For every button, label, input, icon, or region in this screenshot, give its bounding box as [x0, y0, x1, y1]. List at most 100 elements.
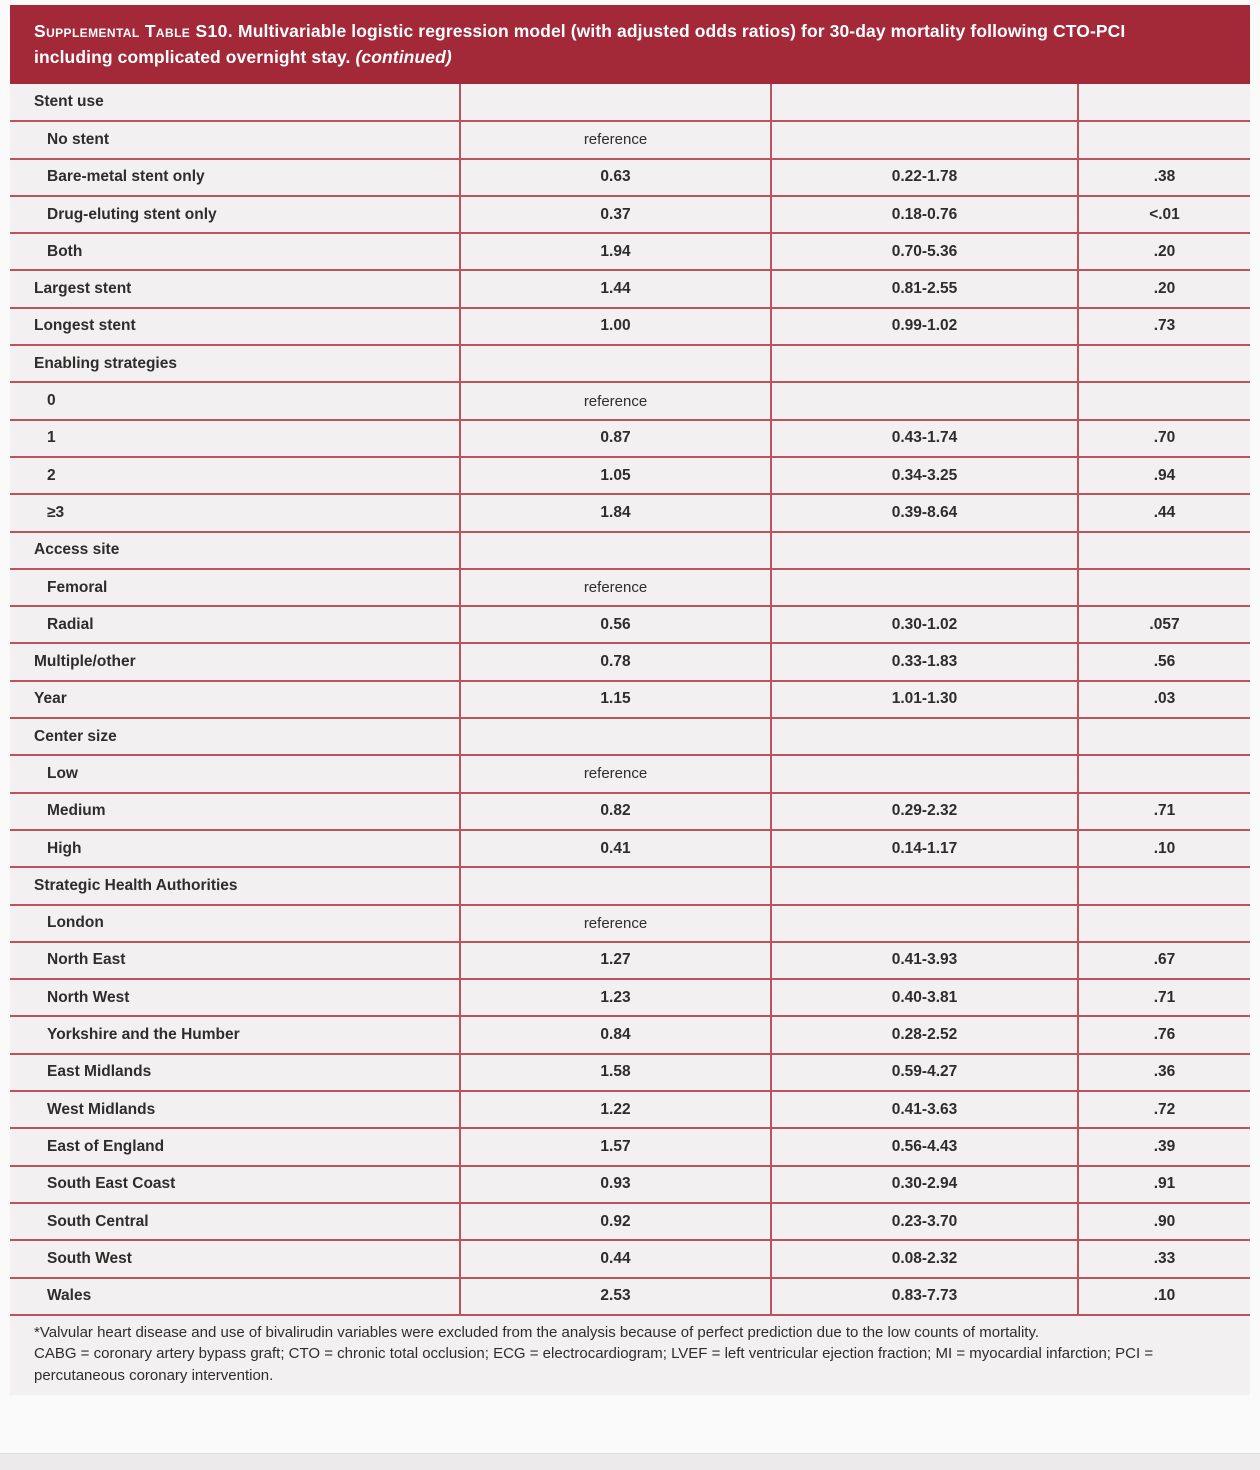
odds-ratio-cell: reference	[459, 904, 771, 943]
row-label-cell: Medium	[10, 792, 460, 831]
table-row: South West 0.44 0.08-2.32 .33	[10, 1240, 1250, 1279]
p-value-cell: .10	[1077, 1277, 1250, 1316]
odds-ratio-cell	[459, 84, 771, 123]
p-value-cell	[1077, 531, 1250, 570]
odds-ratio-cell	[459, 718, 771, 757]
row-label-cell: South Central	[10, 1202, 460, 1242]
odds-ratio-cell	[459, 345, 771, 384]
table-title-banner: Supplemental Table S10. Multivariable lo…	[10, 5, 1250, 84]
odds-ratio-cell: reference	[459, 382, 771, 421]
row-label-cell: East Midlands	[10, 1053, 460, 1093]
p-value-cell: .20	[1077, 270, 1250, 309]
row-label-cell: Enabling strategies	[10, 345, 460, 384]
table-row: Yorkshire and the Humber 0.84 0.28-2.52 …	[10, 1016, 1250, 1055]
odds-ratio-cell: reference	[459, 755, 771, 794]
table-row: No stent reference	[10, 121, 1250, 160]
confidence-interval-cell: 0.29-2.32	[770, 792, 1078, 831]
odds-ratio-cell: 1.44	[459, 270, 771, 309]
table-title-text: Multivariable logistic regression model …	[238, 21, 1126, 41]
regression-table: Stent use No stent reference Bare-metal …	[10, 84, 1250, 1316]
row-label-cell: Bare-metal stent only	[10, 158, 460, 197]
odds-ratio-cell: 0.84	[459, 1016, 771, 1055]
odds-ratio-cell: 1.22	[459, 1091, 771, 1130]
confidence-interval-cell: 0.14-1.17	[770, 829, 1078, 869]
p-value-cell	[1077, 568, 1250, 608]
table-row: London reference	[10, 904, 1250, 943]
confidence-interval-cell	[770, 904, 1078, 943]
odds-ratio-cell: 1.84	[459, 494, 771, 533]
table-row: East Midlands 1.58 0.59-4.27 .36	[10, 1053, 1250, 1093]
odds-ratio-cell: 1.27	[459, 941, 771, 981]
row-label-cell: Stent use	[10, 84, 460, 123]
p-value-cell: .44	[1077, 494, 1250, 533]
confidence-interval-cell: 0.70-5.36	[770, 233, 1078, 272]
confidence-interval-cell: 0.39-8.64	[770, 494, 1078, 533]
odds-ratio-cell: 1.15	[459, 680, 771, 720]
table-row: Medium 0.82 0.29-2.32 .71	[10, 792, 1250, 831]
odds-ratio-cell: 1.05	[459, 456, 771, 496]
row-label-cell: East of England	[10, 1128, 460, 1167]
table-row: Stent use	[10, 84, 1250, 123]
row-label-cell: London	[10, 904, 460, 943]
row-label-cell: Both	[10, 233, 460, 272]
odds-ratio-cell: 0.37	[459, 195, 771, 235]
row-label-cell: 2	[10, 456, 460, 496]
p-value-cell	[1077, 718, 1250, 757]
table-row: Radial 0.56 0.30-1.02 .057	[10, 606, 1250, 645]
row-label-cell: North West	[10, 979, 460, 1018]
odds-ratio-cell: 1.57	[459, 1128, 771, 1167]
odds-ratio-cell: 1.00	[459, 307, 771, 347]
odds-ratio-cell: 0.78	[459, 643, 771, 682]
p-value-cell: .36	[1077, 1053, 1250, 1093]
row-label-cell: Multiple/other	[10, 643, 460, 682]
continued-label: (continued)	[355, 47, 452, 67]
table-row: Bare-metal stent only 0.63 0.22-1.78 .38	[10, 158, 1250, 197]
confidence-interval-cell: 0.99-1.02	[770, 307, 1078, 347]
p-value-cell: .56	[1077, 643, 1250, 682]
confidence-interval-cell: 0.41-3.93	[770, 941, 1078, 981]
table-row: ≥3 1.84 0.39-8.64 .44	[10, 494, 1250, 533]
confidence-interval-cell: 0.56-4.43	[770, 1128, 1078, 1167]
table-row: North East 1.27 0.41-3.93 .67	[10, 941, 1250, 981]
row-label-cell: Low	[10, 755, 460, 794]
odds-ratio-cell	[459, 867, 771, 906]
confidence-interval-cell: 0.30-1.02	[770, 606, 1078, 645]
odds-ratio-cell: 0.82	[459, 792, 771, 831]
p-value-cell: .70	[1077, 419, 1250, 458]
table-row: South Central 0.92 0.23-3.70 .90	[10, 1202, 1250, 1242]
confidence-interval-cell: 0.28-2.52	[770, 1016, 1078, 1055]
p-value-cell: .76	[1077, 1016, 1250, 1055]
footnote-abbreviations: CABG = coronary artery bypass graft; CTO…	[34, 1345, 1154, 1384]
p-value-cell: .38	[1077, 158, 1250, 197]
confidence-interval-cell: 0.08-2.32	[770, 1240, 1078, 1279]
p-value-cell: .67	[1077, 941, 1250, 981]
row-label-cell: Femoral	[10, 568, 460, 608]
odds-ratio-cell: 0.44	[459, 1240, 771, 1279]
confidence-interval-cell: 1.01-1.30	[770, 680, 1078, 720]
table-row: Access site	[10, 531, 1250, 570]
odds-ratio-cell: 1.58	[459, 1053, 771, 1093]
row-label-cell: ≥3	[10, 494, 460, 533]
p-value-cell: .71	[1077, 979, 1250, 1018]
table-title-text-2: including complicated overnight stay.	[34, 47, 351, 67]
table-footnote: *Valvular heart disease and use of bival…	[10, 1315, 1250, 1396]
confidence-interval-cell: 0.22-1.78	[770, 158, 1078, 197]
row-label-cell: High	[10, 829, 460, 869]
p-value-cell	[1077, 755, 1250, 794]
confidence-interval-cell	[770, 531, 1078, 570]
p-value-cell: .33	[1077, 1240, 1250, 1279]
table-row: East of England 1.57 0.56-4.43 .39	[10, 1128, 1250, 1167]
table-row: Wales 2.53 0.83-7.73 .10	[10, 1277, 1250, 1316]
p-value-cell	[1077, 867, 1250, 906]
odds-ratio-cell: 0.63	[459, 158, 771, 197]
table-row: 1 0.87 0.43-1.74 .70	[10, 419, 1250, 458]
table-row: High 0.41 0.14-1.17 .10	[10, 829, 1250, 869]
odds-ratio-cell: 0.56	[459, 606, 771, 645]
row-label-cell: Longest stent	[10, 307, 460, 347]
odds-ratio-cell: 0.87	[459, 419, 771, 458]
confidence-interval-cell: 0.18-0.76	[770, 195, 1078, 235]
p-value-cell: .90	[1077, 1202, 1250, 1242]
table-row: Year 1.15 1.01-1.30 .03	[10, 680, 1250, 720]
confidence-interval-cell	[770, 84, 1078, 123]
confidence-interval-cell: 0.40-3.81	[770, 979, 1078, 1018]
